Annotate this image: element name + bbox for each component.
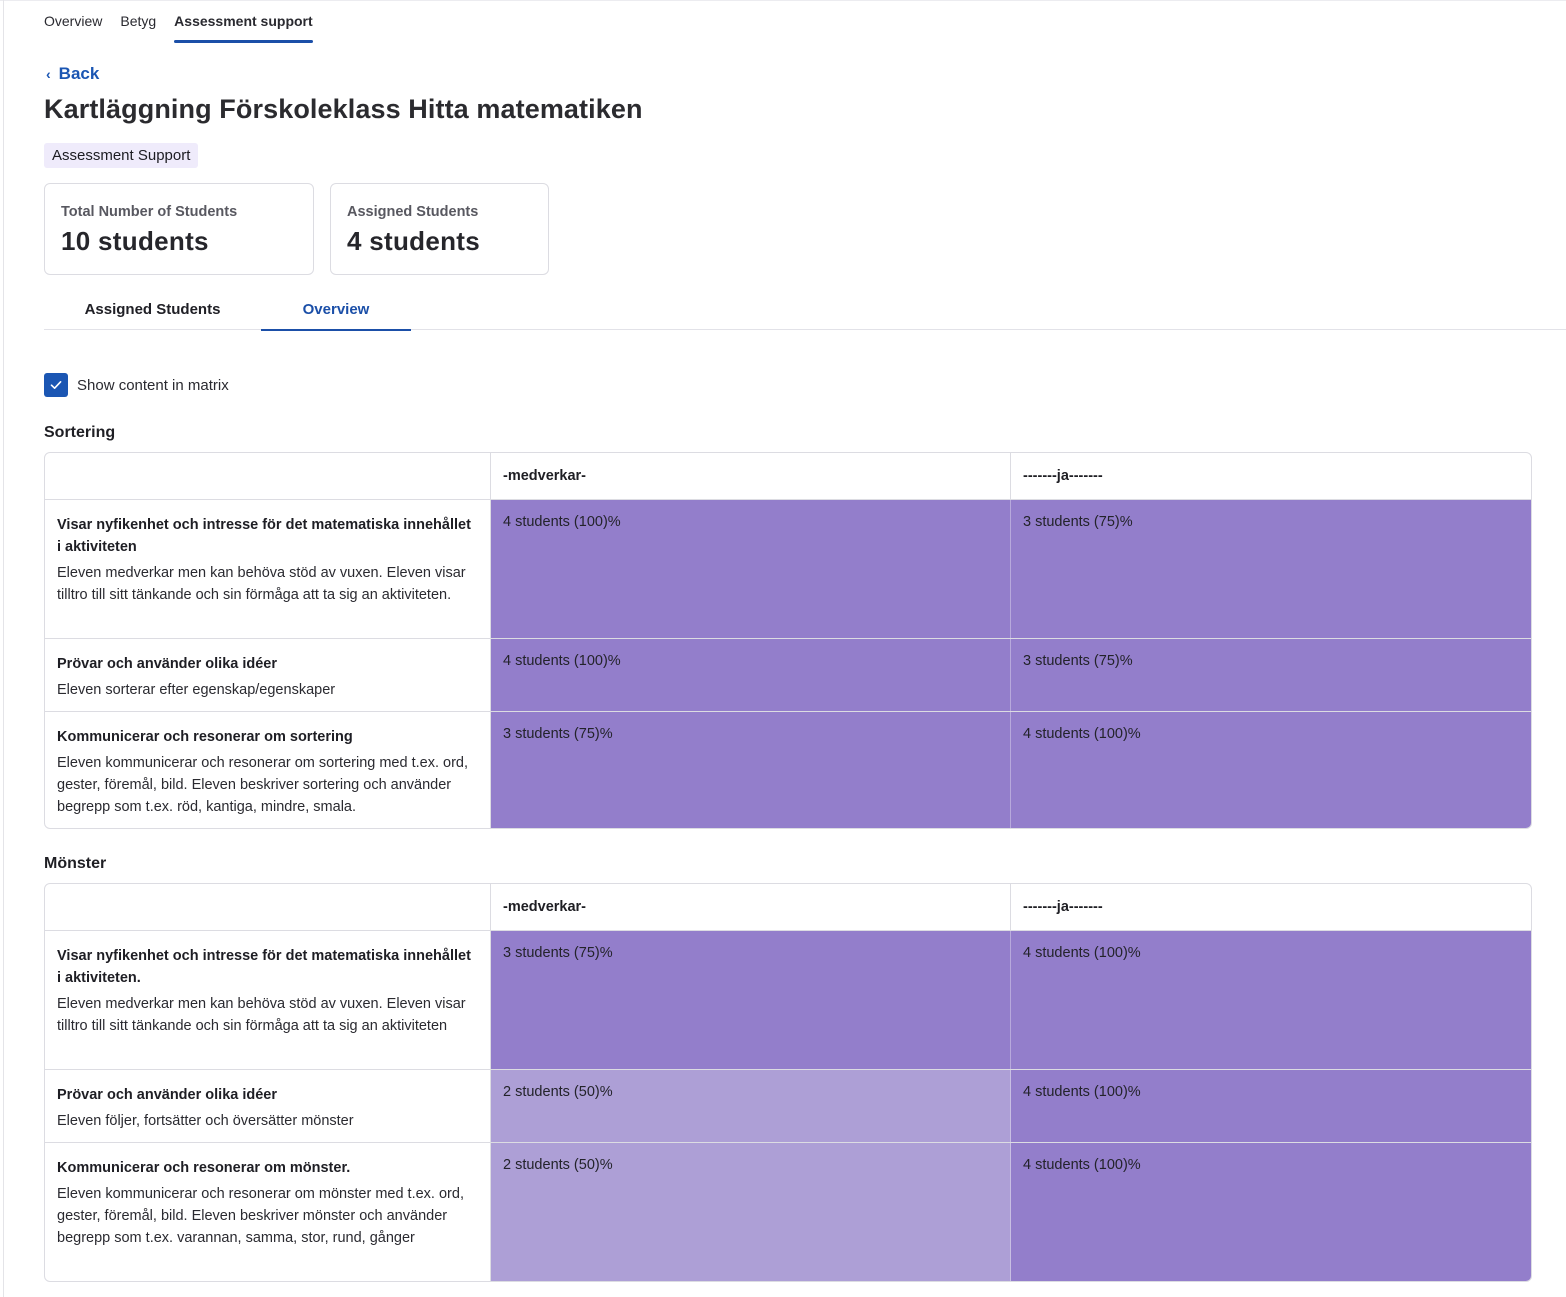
result-cell: 2 students (50)% [491, 1070, 1011, 1142]
matrix-header-row: -medverkar- -------ja------- [45, 884, 1531, 930]
column-header: -------ja------- [1023, 468, 1103, 484]
tab-assigned-students[interactable]: Assigned Students [84, 301, 221, 318]
page-title: Kartläggning Förskoleklass Hitta matemat… [44, 94, 643, 124]
tab-betyg[interactable]: Betyg [120, 13, 157, 29]
back-link[interactable]: ‹ Back [46, 64, 99, 84]
criterion-description: Eleven medverkar men kan behöva stöd av … [57, 565, 466, 603]
top-navigation: Overview Betyg Assessment support [44, 0, 331, 44]
back-label: Back [58, 64, 100, 83]
criterion-cell: Prövar och använder olika idéer Eleven s… [45, 639, 491, 711]
criterion-cell: Kommunicerar och resonerar om mönster. E… [45, 1143, 491, 1281]
top-border [0, 0, 1566, 1]
matrix-row: Prövar och använder olika idéer Eleven s… [45, 638, 1531, 711]
tab-assessment-support[interactable]: Assessment support [174, 0, 314, 44]
result-cell: 4 students (100)% [1011, 931, 1531, 1069]
content-tabs: Assigned Students Overview [44, 290, 1566, 331]
result-cell: 4 students (100)% [1011, 1143, 1531, 1281]
criterion-description: Eleven följer, fortsätter och översätter… [57, 1113, 354, 1129]
criterion-description: Eleven sorterar efter egenskap/egenskape… [57, 682, 336, 698]
matrix-corner [45, 884, 491, 930]
result-cell: 4 students (100)% [1011, 712, 1531, 828]
show-content-toggle[interactable]: Show content in matrix [44, 373, 229, 397]
column-header: -medverkar- [491, 884, 1011, 930]
stat-label: Total Number of Students [61, 204, 238, 220]
matrix-sortering: -medverkar- -------ja------- Visar nyfik… [44, 452, 1532, 829]
result-cell: 4 students (100)% [1011, 1070, 1531, 1142]
show-content-checkbox[interactable] [44, 373, 68, 397]
criterion-title: Visar nyfikenhet och intresse för det ma… [57, 517, 471, 555]
result-cell: 4 students (100)% [491, 500, 1011, 638]
checkmark-icon [50, 381, 62, 389]
matrix-row: Visar nyfikenhet och intresse för det ma… [45, 499, 1531, 638]
criterion-cell: Kommunicerar och resonerar om sortering … [45, 712, 491, 828]
stat-value: 4 students [347, 226, 481, 256]
column-header: -medverkar- [491, 453, 1011, 499]
criterion-cell: Visar nyfikenhet och intresse för det ma… [45, 931, 491, 1069]
matrix-row: Prövar och använder olika idéer Eleven f… [45, 1069, 1531, 1142]
matrix-row: Kommunicerar och resonerar om sortering … [45, 711, 1531, 828]
matrix-header-row: -medverkar- -------ja------- [45, 453, 1531, 499]
tab-overview-matrix[interactable]: Overview [261, 290, 411, 331]
criterion-description: Eleven kommunicerar och resonerar om sor… [57, 755, 469, 815]
criterion-title: Prövar och använder olika idéer [57, 656, 278, 672]
criterion-cell: Visar nyfikenhet och intresse för det ma… [45, 500, 491, 638]
result-cell: 3 students (75)% [491, 931, 1011, 1069]
result-cell: 2 students (50)% [491, 1143, 1011, 1281]
stat-value: 10 students [61, 226, 209, 256]
criterion-title: Visar nyfikenhet och intresse för det ma… [57, 948, 471, 986]
section-title-sortering: Sortering [44, 424, 116, 441]
criterion-description: Eleven medverkar men kan behöva stöd av … [57, 996, 466, 1034]
matrix-row: Visar nyfikenhet och intresse för det ma… [45, 930, 1531, 1069]
stat-card-total: Total Number of Students 10 students [44, 183, 314, 275]
tab-overview[interactable]: Overview [44, 13, 103, 29]
criterion-title: Prövar och använder olika idéer [57, 1087, 278, 1103]
result-cell: 3 students (75)% [1011, 639, 1531, 711]
section-title-monster: Mönster [44, 855, 107, 872]
chevron-left-icon: ‹ [46, 66, 51, 82]
matrix-corner [45, 453, 491, 499]
criterion-description: Eleven kommunicerar och resonerar om mön… [57, 1186, 464, 1246]
criterion-cell: Prövar och använder olika idéer Eleven f… [45, 1070, 491, 1142]
result-cell: 3 students (75)% [1011, 500, 1531, 638]
criterion-title: Kommunicerar och resonerar om mönster. [57, 1160, 351, 1176]
stat-label: Assigned Students [347, 204, 479, 220]
matrix-row: Kommunicerar och resonerar om mönster. E… [45, 1142, 1531, 1281]
left-border [3, 0, 4, 1297]
result-cell: 3 students (75)% [491, 712, 1011, 828]
stat-card-assigned: Assigned Students 4 students [330, 183, 549, 275]
matrix-monster: -medverkar- -------ja------- Visar nyfik… [44, 883, 1532, 1282]
show-content-label: Show content in matrix [77, 376, 229, 394]
column-header: -------ja------- [1023, 899, 1103, 915]
result-cell: 4 students (100)% [491, 639, 1011, 711]
assessment-badge: Assessment Support [44, 143, 199, 168]
criterion-title: Kommunicerar och resonerar om sortering [57, 729, 353, 745]
